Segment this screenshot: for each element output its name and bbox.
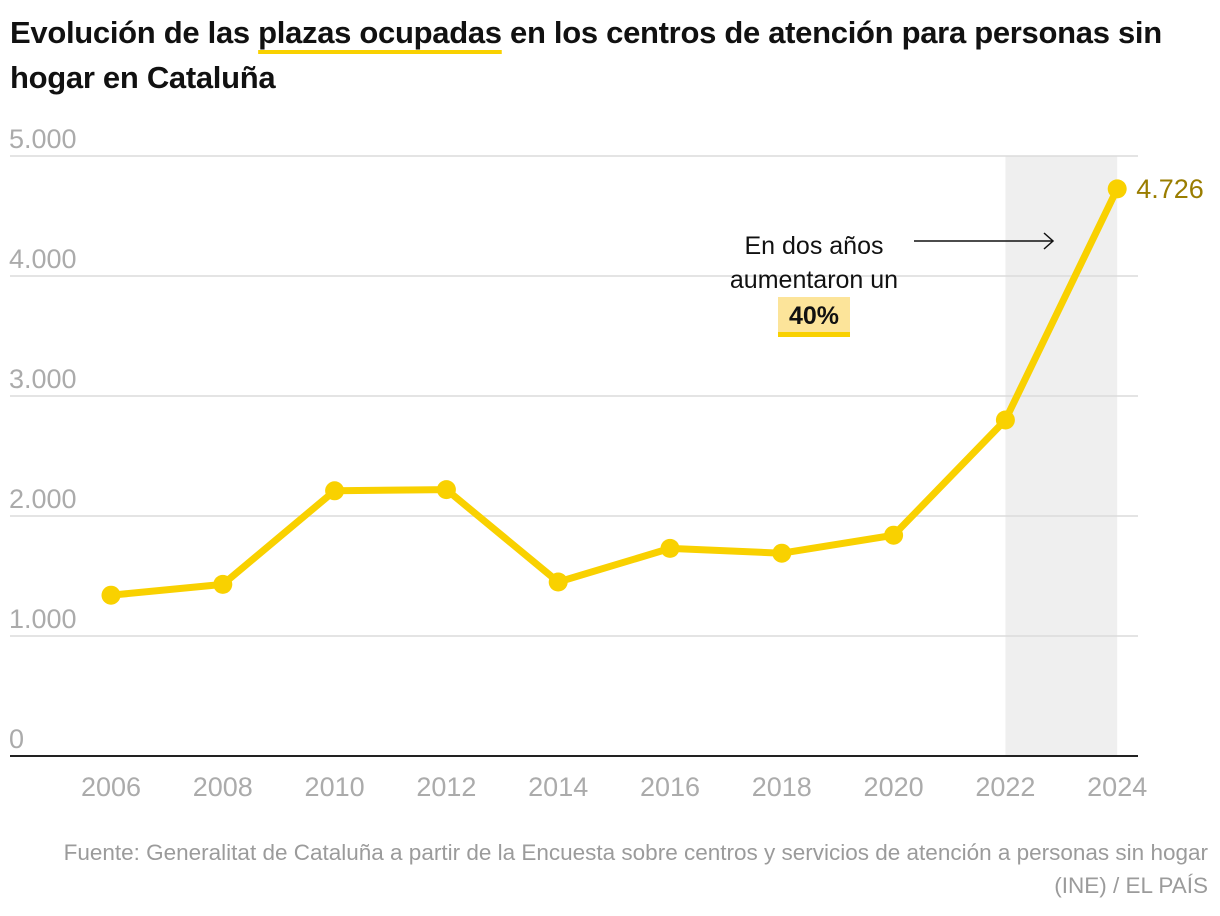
- title-part-2: en los centros de atención para personas…: [10, 15, 1162, 95]
- data-point: [660, 538, 680, 558]
- annotation-line-1: En dos años: [745, 232, 884, 260]
- x-tick-label: 2006: [81, 772, 141, 802]
- series-layer: 4.726: [101, 174, 1204, 605]
- x-axis-labels: 2006 2008 2010 2012 2014 2016 2018 2020 2022 2024: [81, 772, 1147, 802]
- highlight-band: [1005, 156, 1118, 756]
- y-axis-labels: 0 1.000 2.000 3.000 4.000 5.000: [9, 124, 77, 754]
- x-tick-label: 2008: [193, 772, 253, 802]
- data-point: [436, 480, 456, 500]
- y-tick-label: 1.000: [9, 604, 77, 634]
- badge-underline: [778, 332, 850, 337]
- data-point: [548, 572, 568, 592]
- series-line: [107, 185, 1121, 599]
- x-tick-label: 2018: [752, 772, 812, 802]
- y-tick-label: 0: [9, 724, 24, 754]
- data-point: [772, 543, 792, 563]
- badge-background: [778, 297, 850, 332]
- data-point: [995, 410, 1015, 430]
- annotation-line-2: aumentaron un: [730, 266, 898, 294]
- y-tick-label: 3.000: [9, 364, 77, 394]
- y-tick-label: 5.000: [9, 124, 77, 154]
- x-tick-label: 2024: [1087, 772, 1147, 802]
- annotation-badge: 40%: [789, 302, 839, 330]
- highlight-band-layer: [1005, 156, 1118, 756]
- data-point: [325, 481, 345, 501]
- x-tick-label: 2010: [305, 772, 365, 802]
- data-point: [213, 574, 233, 594]
- annotation-arrow-head: [1043, 232, 1055, 250]
- x-tick-label: 2016: [640, 772, 700, 802]
- y-tick-label: 2.000: [9, 484, 77, 514]
- data-point: [1107, 179, 1127, 199]
- gridlines: [10, 155, 1138, 757]
- x-tick-label: 2022: [975, 772, 1035, 802]
- source-note: Fuente: Generalitat de Cataluña a partir…: [63, 840, 1208, 898]
- x-tick-label: 2012: [416, 772, 476, 802]
- data-point: [884, 525, 904, 545]
- x-tick-label: 2014: [528, 772, 588, 802]
- chart-title: Evolución de las plazas ocupadas en los …: [10, 10, 1215, 100]
- end-value-label: 4.726: [1136, 174, 1204, 204]
- title-part-1: Evolución de las: [10, 15, 259, 50]
- title-highlight: plazas ocupadas: [258, 15, 502, 50]
- data-point: [101, 585, 121, 605]
- x-tick-label: 2020: [864, 772, 924, 802]
- annotation: En dos años aumentaron un 40%: [730, 232, 1055, 337]
- y-tick-label: 4.000: [9, 244, 77, 274]
